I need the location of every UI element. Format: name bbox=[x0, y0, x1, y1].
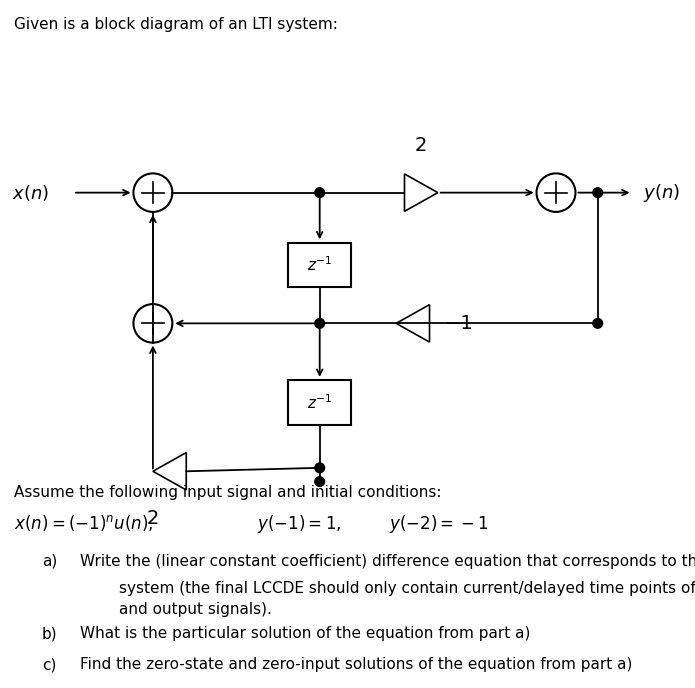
Text: Write the (linear constant coefficient) difference equation that corresponds to : Write the (linear constant coefficient) … bbox=[80, 554, 695, 569]
Text: $y(-2) = -1$: $y(-2) = -1$ bbox=[389, 513, 489, 535]
Circle shape bbox=[315, 463, 325, 473]
Circle shape bbox=[315, 188, 325, 197]
Text: $y(-1) = 1,$: $y(-1) = 1,$ bbox=[257, 513, 342, 535]
Text: Find the zero-state and zero-input solutions of the equation from part a): Find the zero-state and zero-input solut… bbox=[80, 657, 632, 672]
Text: 2: 2 bbox=[147, 509, 159, 528]
Text: a): a) bbox=[42, 554, 57, 569]
Text: system (the final LCCDE should only contain current/delayed time points of input: system (the final LCCDE should only cont… bbox=[80, 581, 695, 596]
Text: Given is a block diagram of an LTI system:: Given is a block diagram of an LTI syste… bbox=[14, 17, 338, 32]
Text: c): c) bbox=[42, 657, 56, 672]
Bar bbox=[288, 380, 351, 425]
Circle shape bbox=[593, 188, 603, 197]
Text: −1: −1 bbox=[445, 314, 473, 333]
Text: b): b) bbox=[42, 626, 57, 641]
Circle shape bbox=[315, 319, 325, 328]
Text: $x(n) = (-1)^n u(n),$: $x(n) = (-1)^n u(n),$ bbox=[14, 513, 154, 533]
Circle shape bbox=[315, 477, 325, 486]
Text: and output signals).: and output signals). bbox=[80, 602, 272, 617]
Bar bbox=[288, 243, 351, 288]
Text: Assume the following input signal and initial conditions:: Assume the following input signal and in… bbox=[14, 485, 441, 500]
Text: $z^{-1}$: $z^{-1}$ bbox=[307, 393, 332, 412]
Circle shape bbox=[593, 319, 603, 328]
Text: What is the particular solution of the equation from part a): What is the particular solution of the e… bbox=[80, 626, 530, 641]
Text: $y(n)$: $y(n)$ bbox=[643, 182, 680, 204]
Text: 2: 2 bbox=[415, 136, 427, 155]
Text: $z^{-1}$: $z^{-1}$ bbox=[307, 255, 332, 275]
Text: $x(n)$: $x(n)$ bbox=[12, 182, 49, 203]
